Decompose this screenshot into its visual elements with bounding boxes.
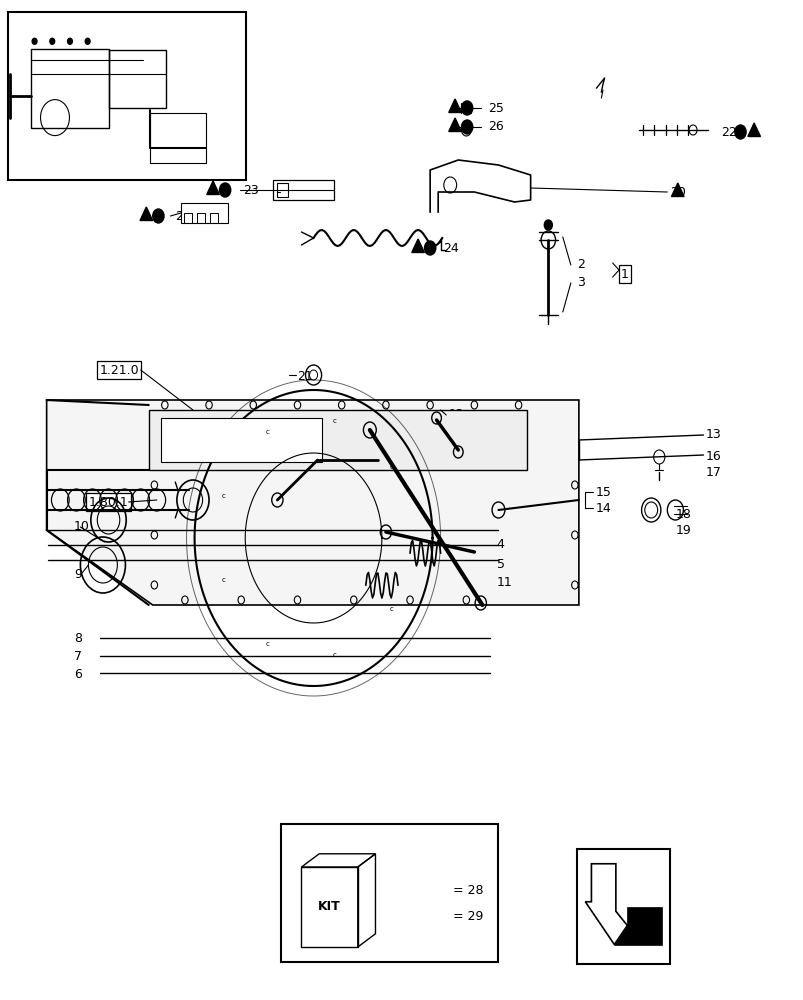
Circle shape	[734, 125, 745, 139]
Bar	[273, 180, 333, 200]
Text: 22: 22	[720, 125, 736, 138]
Circle shape	[85, 38, 90, 44]
Polygon shape	[585, 864, 626, 944]
Text: 24: 24	[442, 241, 459, 254]
Bar	[197, 213, 205, 223]
Text: c: c	[266, 429, 270, 435]
Polygon shape	[430, 160, 530, 212]
Text: 20: 20	[670, 186, 686, 198]
Polygon shape	[448, 118, 461, 131]
Bar	[149, 410, 526, 470]
Text: 2: 2	[577, 258, 585, 271]
Text: 19: 19	[675, 524, 691, 538]
Text: 4: 4	[496, 538, 504, 552]
Circle shape	[153, 209, 164, 223]
Bar	[31, 49, 109, 128]
Text: 3: 3	[577, 276, 585, 290]
Text: = 28: = 28	[452, 884, 483, 898]
Circle shape	[50, 38, 55, 44]
Circle shape	[32, 38, 37, 44]
Text: 9: 9	[74, 568, 82, 582]
Text: 26: 26	[487, 120, 503, 133]
Circle shape	[67, 38, 72, 44]
Text: 8: 8	[74, 632, 82, 645]
Text: c: c	[266, 641, 270, 647]
Text: 7: 7	[74, 650, 82, 662]
Text: c: c	[389, 464, 393, 470]
Text: c: c	[389, 606, 393, 612]
Polygon shape	[47, 400, 578, 605]
Bar	[161, 418, 321, 462]
Bar	[8, 12, 246, 180]
Text: 6: 6	[74, 668, 82, 680]
Text: 1.80.1: 1.80.1	[88, 495, 128, 508]
Text: 5: 5	[496, 558, 504, 570]
Bar	[210, 213, 218, 223]
Circle shape	[461, 101, 472, 115]
Bar	[149, 113, 206, 163]
Bar	[181, 203, 227, 223]
Polygon shape	[206, 181, 219, 194]
Circle shape	[544, 220, 552, 230]
Text: c: c	[221, 493, 225, 499]
Text: 1: 1	[620, 267, 628, 280]
Text: 1.21.0: 1.21.0	[99, 363, 139, 376]
Polygon shape	[434, 908, 446, 922]
Text: = 29: = 29	[452, 910, 483, 924]
Text: 25: 25	[487, 102, 503, 114]
Text: 14: 14	[595, 502, 611, 514]
Bar	[276, 183, 287, 197]
Text: c: c	[332, 418, 336, 424]
Text: 17: 17	[705, 466, 721, 480]
Bar	[577, 849, 669, 964]
Polygon shape	[411, 239, 424, 252]
Text: c: c	[332, 652, 336, 658]
Bar	[281, 824, 498, 962]
Polygon shape	[448, 99, 461, 112]
Text: 18: 18	[675, 508, 691, 522]
Text: 16: 16	[705, 450, 721, 464]
Text: c: c	[221, 577, 225, 583]
Bar	[109, 50, 165, 108]
Text: 13: 13	[705, 428, 721, 442]
Text: KIT: KIT	[318, 900, 340, 914]
Text: 15: 15	[595, 486, 611, 498]
Polygon shape	[140, 207, 153, 220]
Circle shape	[461, 120, 472, 134]
Polygon shape	[671, 183, 683, 196]
Polygon shape	[613, 906, 661, 944]
Text: 27: 27	[175, 210, 191, 223]
Bar	[184, 213, 192, 223]
Circle shape	[219, 183, 230, 197]
Text: 12: 12	[448, 408, 464, 422]
Text: 21: 21	[297, 369, 313, 382]
Text: 23: 23	[243, 184, 259, 196]
Circle shape	[424, 241, 435, 255]
Polygon shape	[747, 123, 760, 136]
Text: 11: 11	[496, 576, 512, 588]
Circle shape	[434, 883, 446, 899]
Text: 10: 10	[74, 520, 90, 534]
